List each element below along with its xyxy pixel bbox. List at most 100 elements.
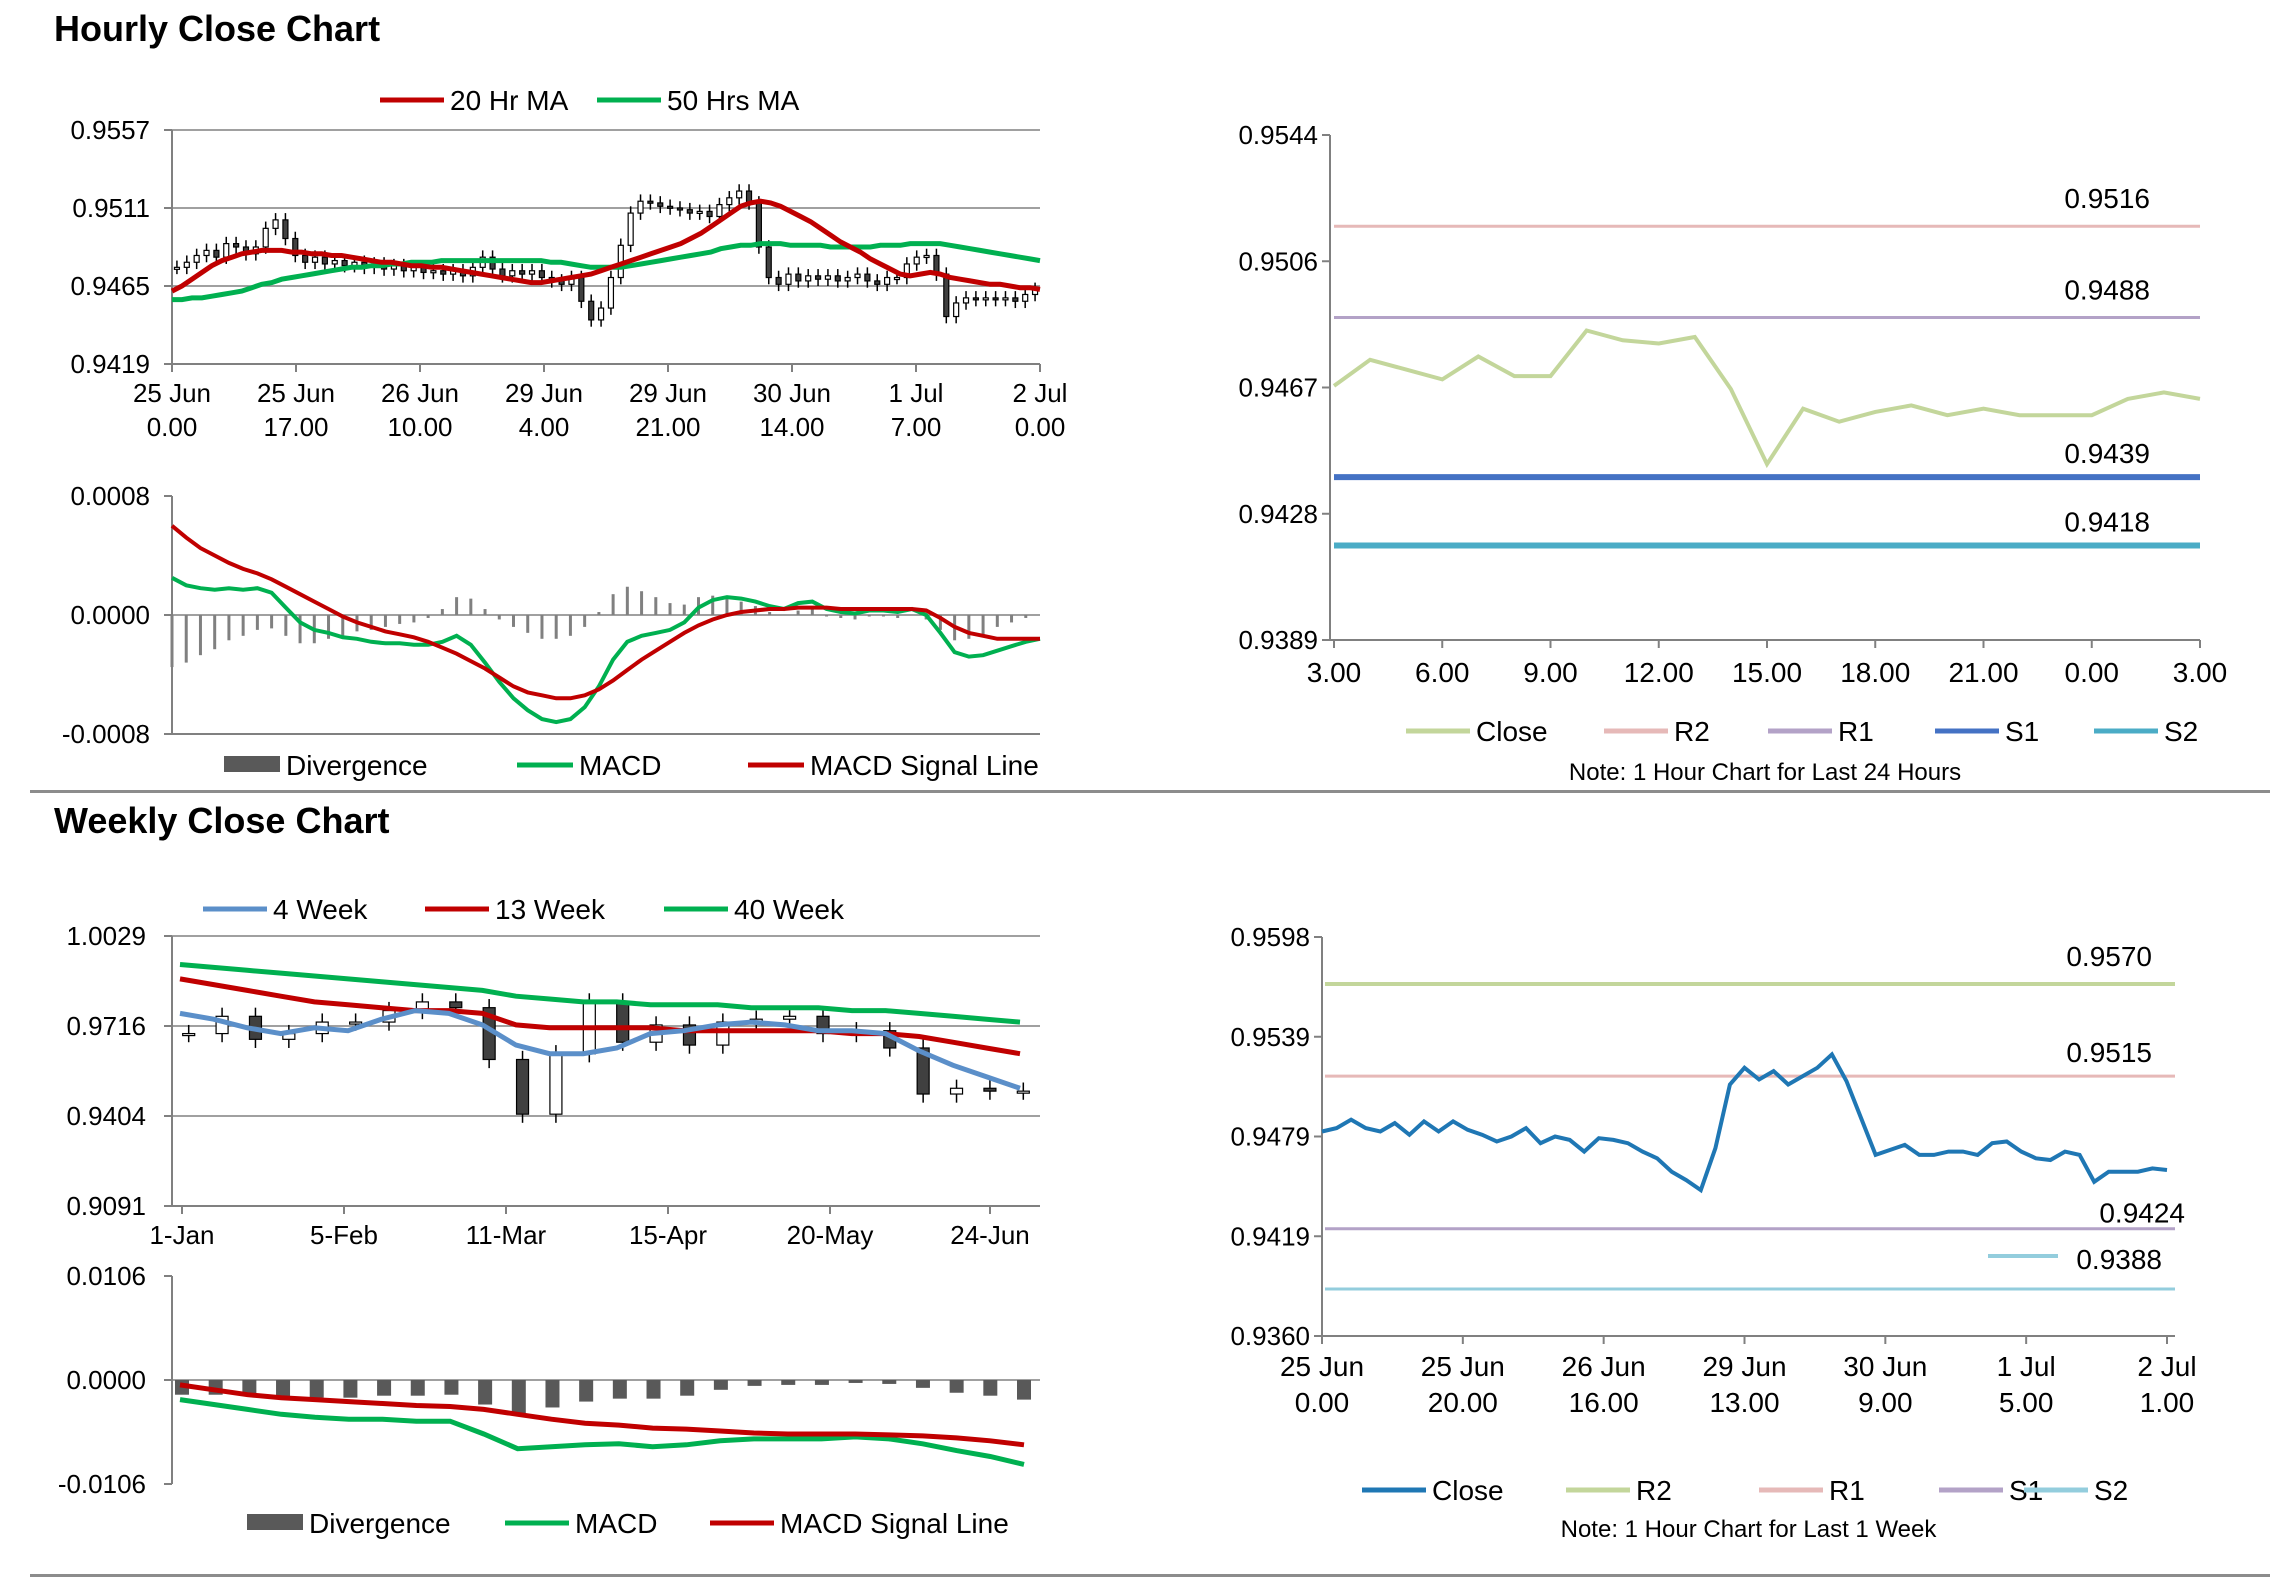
hourly-price-candle-body	[519, 270, 526, 275]
hourly-price-candle-body	[173, 266, 181, 270]
weekly-divergence-bar	[478, 1380, 493, 1405]
weekly-price-candle-body	[549, 1053, 563, 1115]
weekly-price-candle-body	[783, 1015, 797, 1020]
hourly-price-x-tick-label: 25 Jun	[133, 378, 211, 408]
weekly-price-y-tick-label: 0.9091	[66, 1191, 146, 1221]
hourly-price-candle-body	[499, 268, 506, 277]
weekly-divergence-bar	[713, 1380, 728, 1390]
weekly-1h-r1-legend-label: R1	[1829, 1475, 1865, 1506]
weekly-1h-s2-legend-label: S2	[2094, 1475, 2128, 1506]
weekly-price-y-tick-label: 0.9404	[66, 1101, 146, 1131]
weekly-1h-x-tick-label: 25 Jun	[1421, 1351, 1505, 1382]
weekly-signal-line	[179, 1382, 1025, 1448]
hourly-price-candle-body	[962, 297, 970, 304]
hourly-price-x-tick-label: 7.00	[891, 412, 942, 442]
hourly-price-x-tick-label: 2 Jul	[1013, 378, 1068, 408]
hourly-24h-y-tick-label: 0.9467	[1238, 373, 1318, 403]
weekly-divergence-bar	[444, 1380, 459, 1395]
hourly-price-candle-body	[489, 256, 496, 270]
hourly-price-candle-body	[1012, 297, 1019, 302]
hourly-24h-close-legend-label: Close	[1476, 716, 1548, 747]
weekly-divergence-bar	[882, 1380, 897, 1384]
weekly-price-candle-body	[449, 1001, 463, 1009]
weekly-1h-r2-legend-label: R2	[1636, 1475, 1672, 1506]
hourly-price-candle-body	[834, 275, 841, 282]
hourly-price-x-tick-label: 0.00	[1015, 412, 1066, 442]
hourly-price-candle-body	[824, 275, 832, 280]
weekly-price-candle-body	[983, 1087, 997, 1092]
hourly-macd-y-tick-label: -0.0008	[62, 719, 150, 749]
weekly-macd-y-tick-label: 0.0000	[66, 1365, 146, 1395]
hourly-price-candle-body	[627, 212, 634, 246]
hourly-price-candle-body	[676, 207, 684, 211]
weekly-price-candle-body	[949, 1087, 964, 1095]
hourly-price-candle-body	[814, 275, 822, 280]
hourly-ma50-legend-label: 50 Hrs MA	[667, 85, 800, 116]
weekly-divergence-bar	[1017, 1380, 1031, 1400]
hourly-24h-s1-legend-label: S1	[2005, 716, 2039, 747]
hourly-price-x-tick-label: 17.00	[263, 412, 328, 442]
hourly-24h-r2-legend-label: R2	[1674, 716, 1710, 747]
hourly-price-candle-body	[637, 200, 644, 214]
hourly-24h-x-tick-label: 12.00	[1624, 657, 1694, 688]
weekly-1h-level-label-s2: 0.9388	[2076, 1244, 2162, 1275]
hourly-price-candle-body	[992, 297, 999, 301]
weekly-divergence-bar	[983, 1380, 998, 1396]
weekly-1h-x-tick-label: 29 Jun	[1702, 1351, 1786, 1382]
weekly-divergence-bar	[814, 1380, 829, 1385]
weekly-1h-level-label-r2: 0.9570	[2066, 941, 2152, 972]
hourly-24h-x-tick-label: 9.00	[1523, 657, 1578, 688]
hourly-24h-y-tick-label: 0.9506	[1238, 246, 1318, 276]
weekly-divergence-bar	[915, 1380, 930, 1388]
weekly-1h-close-legend-label: Close	[1432, 1475, 1504, 1506]
weekly-divergence-bar	[680, 1380, 695, 1396]
weekly-1h-y-tick-label: 0.9360	[1230, 1321, 1310, 1351]
hourly-price-candle-body	[874, 280, 881, 285]
hourly-price-candle-body	[913, 256, 920, 265]
weekly-macd-line	[179, 1397, 1025, 1467]
weekly-price-candle-body	[515, 1058, 530, 1115]
hourly-price-candle-body	[893, 276, 901, 281]
weekly-13wk-legend-label: 13 Week	[495, 894, 606, 925]
weekly-price-y-tick-label: 0.9716	[66, 1011, 146, 1041]
weekly-1h-x-tick-label: 26 Jun	[1562, 1351, 1646, 1382]
hourly-price-x-tick-label: 26 Jun	[381, 378, 459, 408]
weekly-price-x-tick-label: 15-Apr	[629, 1220, 707, 1250]
hourly-price-candle-body	[272, 219, 279, 229]
hourly-price-candle-body	[884, 276, 891, 285]
weekly-signal-legend-label: MACD Signal Line	[780, 1508, 1009, 1539]
hourly-price-candle-body	[667, 205, 674, 209]
hourly-price-y-tick-label: 0.9419	[70, 349, 150, 379]
weekly-divergence-bar	[545, 1380, 560, 1408]
weekly-1h-x-tick-label: 16.00	[1569, 1387, 1639, 1418]
weekly-1h-x-tick-label: 20.00	[1428, 1387, 1498, 1418]
hourly-macd-y-tick-label: 0.0000	[70, 600, 150, 630]
hourly-price-candle-body	[183, 261, 190, 268]
hourly-price-candle-body	[923, 254, 930, 259]
weekly-divergence-bar	[949, 1380, 964, 1393]
hourly-price-candle-body	[755, 202, 762, 248]
section-divider	[30, 790, 2270, 793]
hourly-24h-level-label-s1: 0.9439	[2064, 438, 2150, 469]
hourly-price-x-tick-label: 1 Jul	[889, 378, 944, 408]
hourly-price-candle-body	[233, 243, 240, 248]
hourly-price-x-tick-label: 10.00	[387, 412, 452, 442]
hourly-price-candle-body	[805, 275, 812, 282]
hourly-price-candle-body	[430, 270, 437, 274]
weekly-price-candle-body	[916, 1047, 930, 1095]
weekly-1h-x-tick-label: 2 Jul	[2137, 1351, 2196, 1382]
hourly-24h-r1-legend-label: R1	[1838, 716, 1874, 747]
hourly-price-candle-body	[282, 219, 289, 240]
weekly-section-title: Weekly Close Chart	[54, 800, 390, 841]
hourly-price-x-tick-label: 29 Jun	[629, 378, 707, 408]
weekly-price-x-tick-label: 24-Jun	[950, 1220, 1030, 1250]
weekly-divergence-bar	[612, 1380, 627, 1399]
hourly-price-candle-body	[262, 227, 269, 248]
hourly-price-candle-body	[844, 276, 851, 282]
hourly-price-candle-body	[716, 204, 723, 218]
weekly-1h-level-label-s1: 0.9424	[2099, 1198, 2185, 1229]
hourly-24h-s2-legend-label: S2	[2164, 716, 2198, 747]
hourly-price-candle-body	[193, 254, 200, 263]
weekly-1h-y-tick-label: 0.9419	[1230, 1221, 1310, 1251]
weekly-divergence-bar	[781, 1380, 796, 1385]
